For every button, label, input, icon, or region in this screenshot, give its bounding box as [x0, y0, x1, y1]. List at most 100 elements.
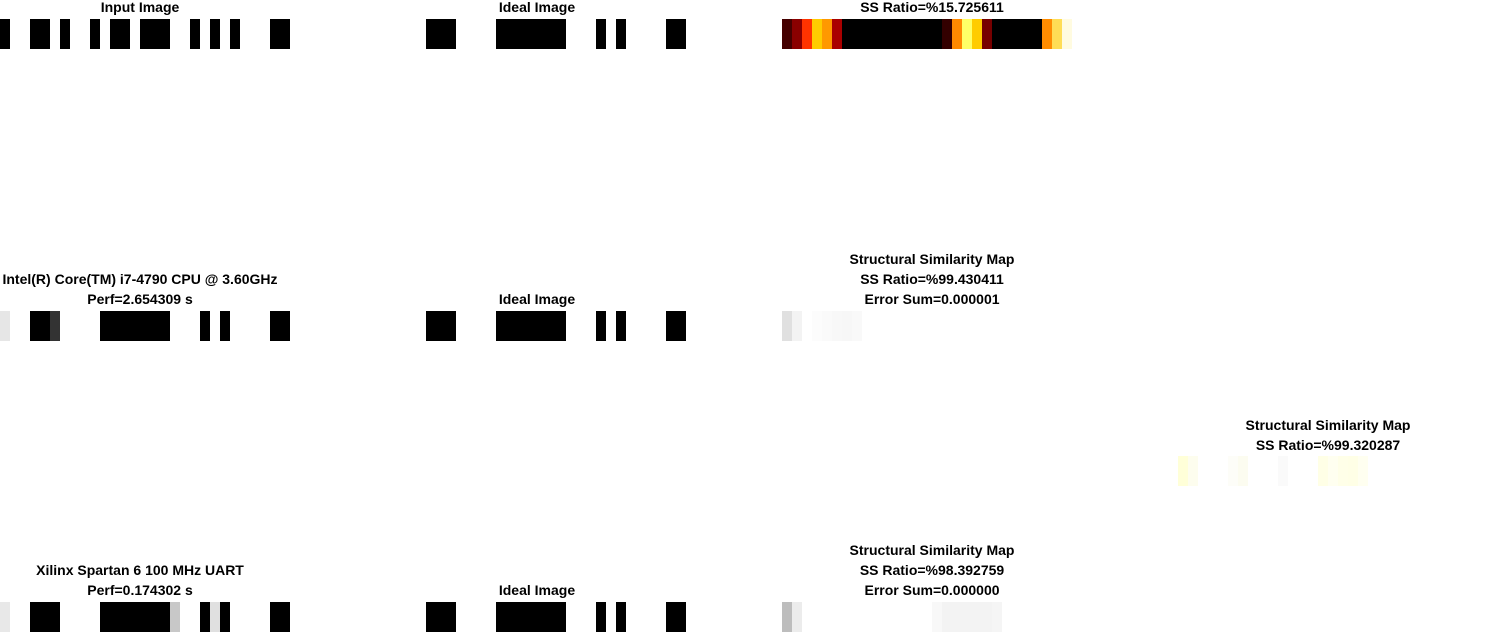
pixel-cell — [456, 19, 466, 49]
pixel-cell — [10, 602, 20, 632]
pixel-cell — [110, 19, 120, 49]
pixel-cell — [676, 19, 686, 49]
pixel-cell — [596, 311, 606, 341]
pixel-cell — [0, 311, 10, 341]
pixel-cell — [842, 19, 852, 49]
pixel-cell — [536, 602, 546, 632]
pixel-cell — [230, 19, 240, 49]
pixel-cell — [456, 602, 466, 632]
pixel-cell — [646, 311, 656, 341]
pixel-cell — [50, 311, 60, 341]
pixel-cell — [1208, 456, 1218, 486]
pixel-cell — [160, 602, 170, 632]
pixel-cell — [230, 311, 240, 341]
pixel-cell — [80, 311, 90, 341]
pixel-cell — [636, 602, 646, 632]
pixel-cell — [852, 311, 862, 341]
pixel-cell — [476, 19, 486, 49]
pixel-cell — [476, 602, 486, 632]
pixel-cell — [676, 602, 686, 632]
pixel-cell — [10, 311, 20, 341]
pixel-cell — [822, 19, 832, 49]
pixel-cell — [822, 602, 832, 632]
title-line: SS Ratio=%99.430411 — [860, 271, 1004, 287]
pixel-cell — [882, 602, 892, 632]
pixel-cell — [30, 19, 40, 49]
pixel-cell — [1042, 19, 1052, 49]
pixel-cell — [270, 19, 280, 49]
pixel-cell — [270, 602, 280, 632]
title-line: Structural Similarity Map — [849, 251, 1015, 267]
pixel-cell — [60, 311, 70, 341]
pixel-cell — [812, 19, 822, 49]
title-line: Structural Similarity Map — [849, 542, 1015, 558]
pixel-cell — [170, 311, 180, 341]
pixel-cell — [1022, 19, 1032, 49]
pixel-cell — [616, 19, 626, 49]
pixel-cell — [140, 311, 150, 341]
pixel-cell — [40, 602, 50, 632]
pixel-cell — [100, 19, 110, 49]
pixel-cell — [120, 311, 130, 341]
pixel-cell — [656, 19, 666, 49]
pixel-cell — [190, 602, 200, 632]
pixel-cell — [210, 311, 220, 341]
pixel-cell — [902, 602, 912, 632]
pixel-cell — [160, 19, 170, 49]
pixel-cell — [656, 602, 666, 632]
pixel-cell — [586, 19, 596, 49]
pixel-cell — [506, 19, 516, 49]
pixel-cell — [556, 311, 566, 341]
pixel-cell — [636, 19, 646, 49]
panel-title: Ideal Image — [499, 580, 575, 600]
pixel-cell — [982, 19, 992, 49]
pixel-cell — [942, 19, 952, 49]
pixel-cell — [1062, 19, 1072, 49]
pixel-cell — [576, 602, 586, 632]
pixel-cell — [862, 602, 872, 632]
pixel-cell — [1368, 456, 1378, 486]
pixel-cell — [496, 602, 506, 632]
pixel-cell — [832, 19, 842, 49]
pixel-cell — [516, 311, 526, 341]
pixel-cell — [1288, 456, 1298, 486]
pixel-cell — [1298, 456, 1308, 486]
pixel-cell — [10, 19, 20, 49]
panel-title: Xilinx Spartan 6 100 MHz UART Perf=0.1743… — [36, 560, 244, 600]
pixel-cell — [1198, 456, 1208, 486]
pixel-cell — [506, 311, 516, 341]
pixel-cell — [526, 19, 536, 49]
pixel-cell — [210, 19, 220, 49]
pixel-cell — [220, 602, 230, 632]
pixel-cell — [210, 602, 220, 632]
pixel-cell — [250, 19, 260, 49]
pixel-cell — [616, 602, 626, 632]
pixel-cell — [200, 19, 210, 49]
pixel-cell — [666, 19, 676, 49]
pixel-cell — [250, 311, 260, 341]
title-line: Perf=0.174302 s — [87, 582, 193, 598]
pixel-cell — [802, 311, 812, 341]
pixel-cell — [992, 602, 1002, 632]
pixel-cell — [130, 311, 140, 341]
pixel-cell — [586, 311, 596, 341]
pixel-cell — [1358, 456, 1368, 486]
title-line: Ideal Image — [498, 582, 576, 598]
pixel-cell — [230, 602, 240, 632]
pixel-cell — [972, 19, 982, 49]
pixel-cell — [486, 19, 496, 49]
pixel-cell — [160, 311, 170, 341]
pixel-cell — [822, 311, 832, 341]
pixel-cell — [626, 19, 636, 49]
pixel-cell — [912, 19, 922, 49]
pixel-cell — [190, 311, 200, 341]
pixel-cell — [270, 311, 280, 341]
pixel-cell — [200, 311, 210, 341]
pixel-cell — [526, 602, 536, 632]
pixel-cell — [110, 311, 120, 341]
pixel-cell — [556, 602, 566, 632]
pixel-cell — [180, 311, 190, 341]
pixel-cell — [60, 19, 70, 49]
pixel-cell — [952, 19, 962, 49]
pixel-cell — [30, 311, 40, 341]
